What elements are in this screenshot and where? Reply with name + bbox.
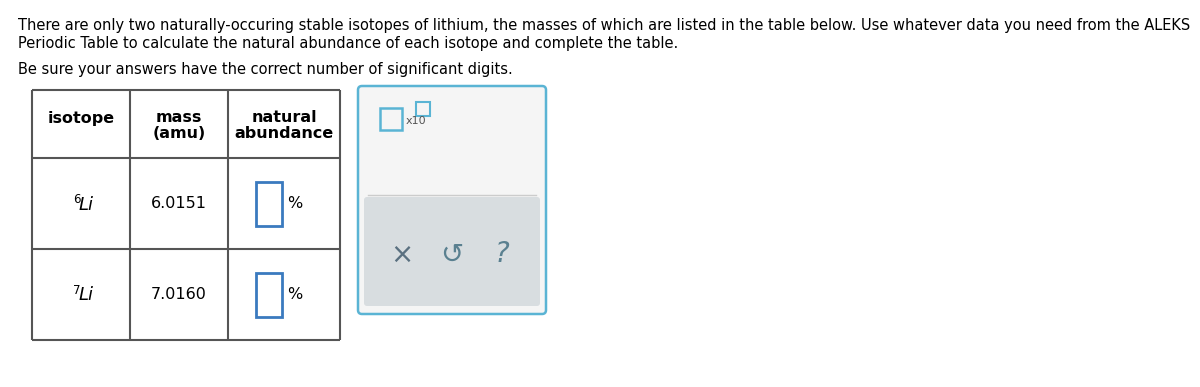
Text: 6: 6 bbox=[73, 193, 80, 206]
Text: ↺: ↺ bbox=[440, 240, 463, 269]
Text: ×: × bbox=[390, 240, 414, 269]
Bar bbox=[256, 272, 282, 317]
Text: abundance: abundance bbox=[234, 127, 334, 142]
Text: ?: ? bbox=[494, 240, 509, 269]
Text: %: % bbox=[287, 287, 302, 302]
Text: %: % bbox=[287, 196, 302, 211]
FancyBboxPatch shape bbox=[358, 86, 546, 314]
Text: 6.0151: 6.0151 bbox=[151, 196, 208, 211]
Text: Li: Li bbox=[79, 286, 94, 305]
Text: Be sure your answers have the correct number of significant digits.: Be sure your answers have the correct nu… bbox=[18, 62, 512, 77]
Text: Li: Li bbox=[79, 195, 94, 214]
FancyBboxPatch shape bbox=[364, 197, 540, 306]
Text: 7.0160: 7.0160 bbox=[151, 287, 206, 302]
Text: There are only two naturally-occuring stable isotopes of lithium, the masses of : There are only two naturally-occuring st… bbox=[18, 18, 1190, 33]
Text: natural: natural bbox=[251, 111, 317, 125]
Bar bbox=[380, 108, 402, 130]
Text: mass: mass bbox=[156, 111, 202, 125]
Text: isotope: isotope bbox=[48, 111, 114, 125]
Bar bbox=[416, 102, 430, 116]
Text: (amu): (amu) bbox=[152, 127, 205, 142]
Bar bbox=[256, 182, 282, 226]
Text: 7: 7 bbox=[73, 284, 80, 297]
Text: x10: x10 bbox=[406, 116, 427, 126]
Text: Periodic Table to calculate the natural abundance of each isotope and complete t: Periodic Table to calculate the natural … bbox=[18, 36, 678, 51]
